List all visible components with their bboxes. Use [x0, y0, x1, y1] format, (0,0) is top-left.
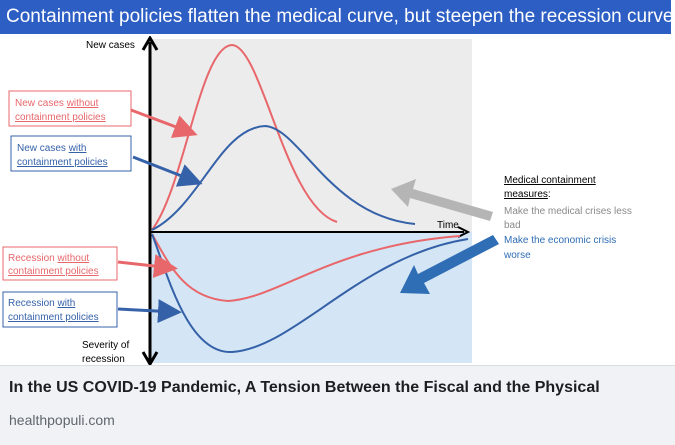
link-preview-source: healthpopuli.com: [9, 412, 115, 428]
callout-box-cases-without: [8, 90, 132, 127]
link-preview-caption[interactable]: In the US COVID-19 Pandemic, A Tension B…: [0, 365, 675, 445]
callout-recession-with-line2: containment policies: [8, 312, 99, 323]
arrow-cases-with: [132, 155, 203, 187]
callout-cases-with-line1: New cases with: [17, 143, 86, 154]
banner-title: Containment policies flatten the medical…: [6, 6, 671, 27]
blue-recession-curve: [151, 233, 469, 354]
arrow-cases-without: [130, 108, 198, 138]
axis-bottom-arrowhead: [141, 351, 159, 367]
axis-bottom-label-line2: recession: [82, 354, 125, 365]
time-axis-arrowhead: [457, 226, 471, 238]
measures-economic-line2: worse: [503, 250, 531, 261]
callout-box-recession-without: [2, 246, 118, 281]
callout-cases-without-line1: New cases without: [15, 98, 99, 109]
measures-medical-line1: Make the medical crises less: [504, 206, 632, 217]
measures-heading-line2: measures:: [504, 189, 551, 200]
header-banner: Containment policies flatten the medical…: [0, 0, 671, 34]
arrow-recession-with: [117, 299, 182, 324]
measures-medical-line2: bad: [504, 220, 521, 231]
gray-arrow: [391, 179, 493, 221]
callout-box-recession-with: [2, 291, 118, 328]
blue-new-cases-curve: [151, 124, 416, 231]
axis-top-label: New cases: [86, 40, 135, 51]
diagram-svg: New cases Severity of recession Time New…: [2, 35, 632, 367]
callout-cases-with-line2: containment policies: [17, 157, 108, 168]
axis-bottom-label-line1: Severity of: [82, 340, 129, 351]
callout-recession-without-line1: Recession without: [8, 253, 89, 264]
arrow-recession-without: [117, 254, 178, 278]
blue-arrow: [400, 235, 499, 294]
callout-recession-with-line1: Recession with: [8, 298, 75, 309]
axis-top-arrowhead: [141, 35, 159, 51]
measures-heading-line1: Medical containment: [504, 175, 596, 186]
callout-recession-without-line2: containment policies: [8, 266, 99, 277]
diagram-figure[interactable]: New cases Severity of recession Time New…: [0, 35, 675, 367]
upper-panel-background: [150, 39, 472, 232]
callout-box-cases-with: [10, 135, 132, 172]
measures-economic-line1: Make the economic crisis: [504, 235, 616, 246]
link-preview-title[interactable]: In the US COVID-19 Pandemic, A Tension B…: [9, 379, 600, 396]
callout-cases-without-line2: containment policies: [15, 112, 106, 123]
time-label: Time: [437, 220, 459, 231]
